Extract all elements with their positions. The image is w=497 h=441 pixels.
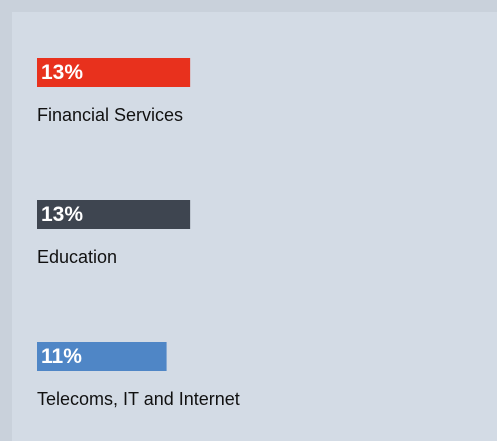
value-label: 13%: [41, 61, 83, 84]
bar: [37, 342, 167, 371]
value-label: 11%: [41, 345, 82, 368]
value-label: 13%: [41, 203, 83, 226]
category-label: Financial Services: [37, 105, 183, 125]
bar: [37, 58, 191, 87]
bar: [37, 200, 191, 229]
category-label: Education: [37, 247, 117, 267]
category-label: Telecoms, IT and Internet: [37, 389, 240, 409]
